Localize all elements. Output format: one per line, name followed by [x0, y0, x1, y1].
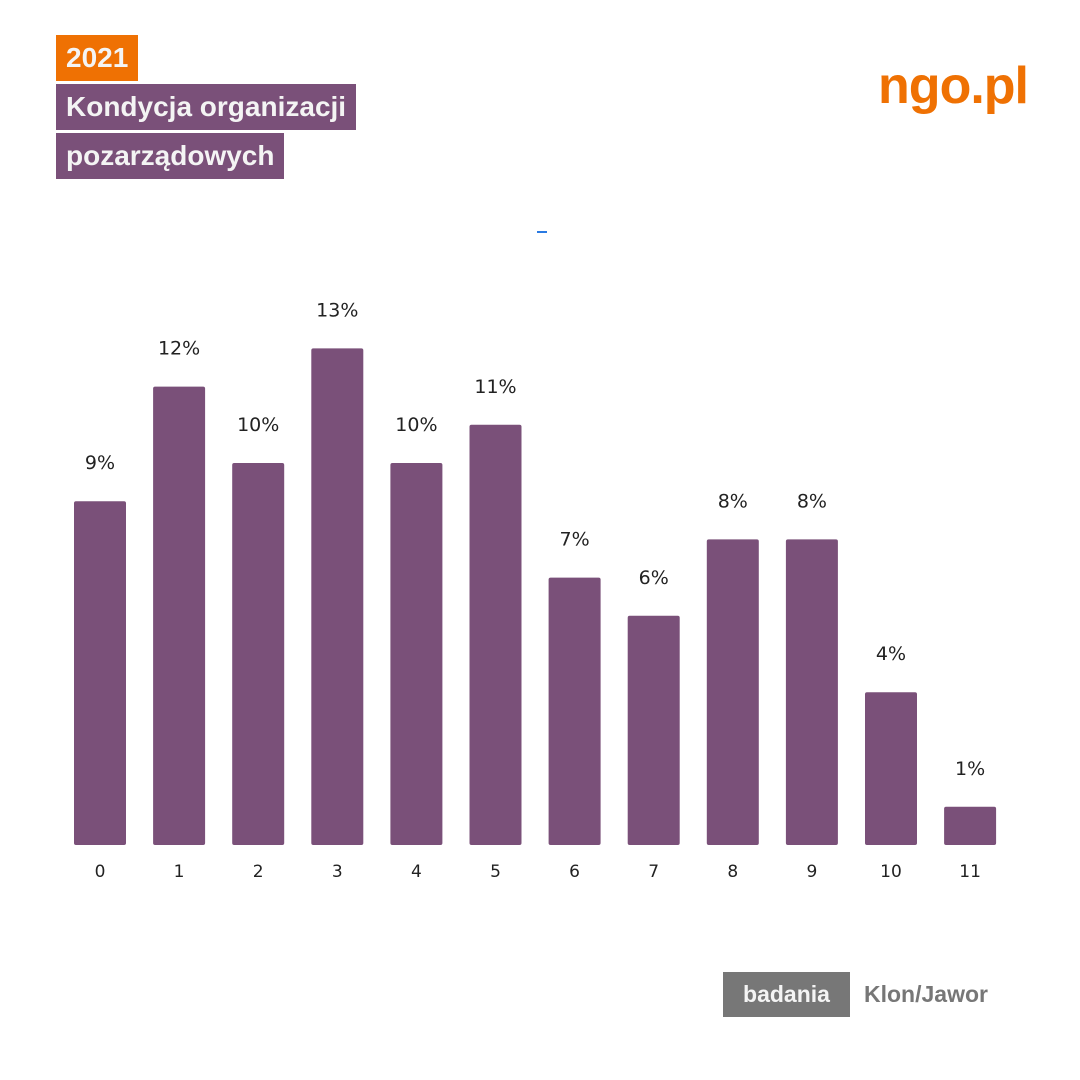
x-tick-label: 1	[174, 862, 185, 882]
x-tick-label: 3	[332, 862, 343, 882]
x-tick-label: 0	[95, 862, 106, 882]
data-label: 9%	[85, 452, 115, 474]
year-badge: 2021	[56, 35, 139, 81]
data-label: 6%	[639, 567, 669, 589]
bar	[153, 386, 206, 845]
bar	[785, 539, 838, 845]
data-label: 7%	[560, 529, 590, 551]
bar	[74, 501, 126, 845]
x-tick-label: 11	[959, 862, 981, 882]
x-tick-label: 8	[727, 862, 738, 882]
title-line-2: pozarządowych	[56, 133, 285, 179]
x-tick-label: 9	[806, 862, 817, 882]
x-tick-label: 10	[880, 862, 902, 882]
bar	[548, 577, 601, 845]
data-label: 11%	[474, 376, 516, 398]
x-tick-label: 7	[648, 862, 659, 882]
data-label: 8%	[718, 490, 748, 512]
x-tick-label: 2	[253, 862, 264, 882]
data-label: 12%	[158, 338, 200, 360]
footer-source: Klon/Jawor	[864, 981, 988, 1007]
data-label: 13%	[316, 299, 358, 321]
ngo-logo: ngo.pl	[878, 57, 1029, 115]
bar	[706, 539, 759, 845]
x-tick-label: 6	[569, 862, 580, 882]
link-dash	[537, 231, 547, 233]
footer-badge: badania	[723, 972, 850, 1017]
data-label: 10%	[237, 414, 279, 436]
data-label: 8%	[797, 490, 827, 512]
bar	[865, 692, 917, 845]
data-label: 1%	[955, 758, 985, 780]
bar	[232, 463, 285, 845]
bar	[627, 615, 680, 845]
bar	[311, 348, 364, 845]
bar	[469, 424, 522, 845]
x-tick-label: 5	[490, 862, 501, 882]
bar	[944, 806, 997, 845]
data-label: 10%	[395, 414, 437, 436]
title-line-1: Kondycja organizacji	[56, 84, 357, 130]
x-tick-label: 4	[411, 862, 422, 882]
bar	[390, 463, 443, 845]
data-label: 4%	[876, 643, 906, 665]
